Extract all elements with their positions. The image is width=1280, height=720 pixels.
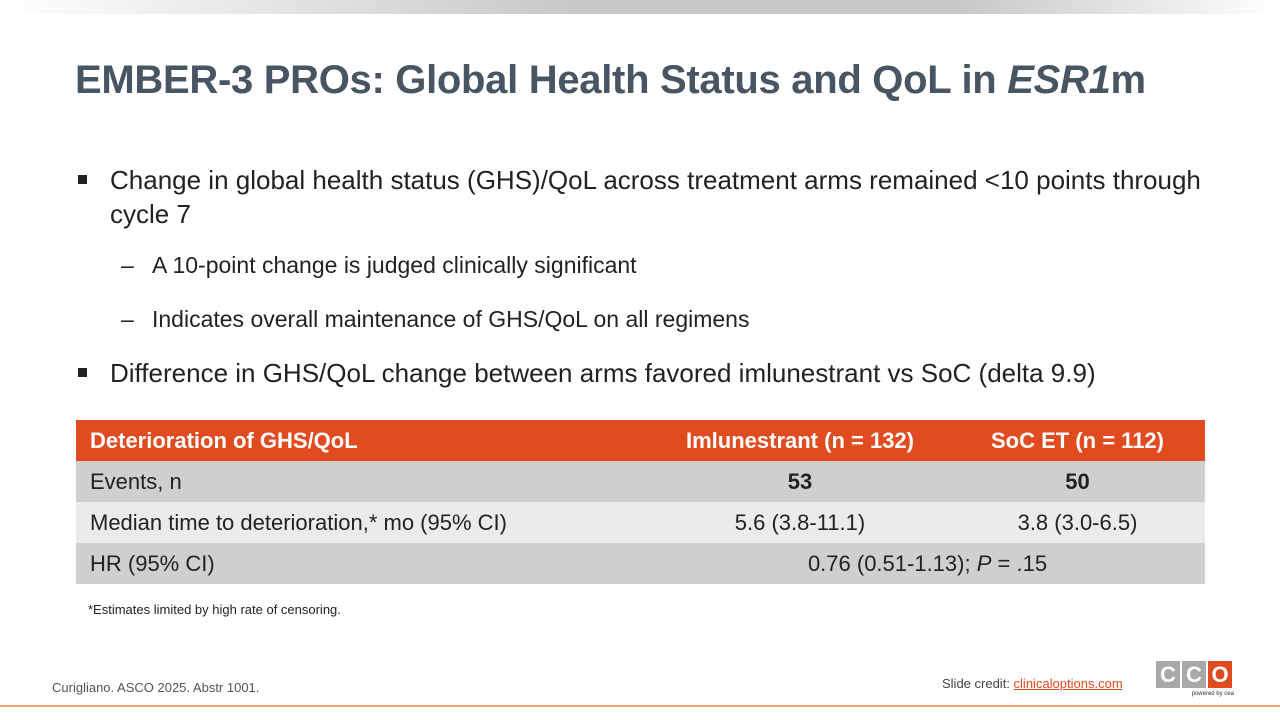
bullet-ghs-change: Change in global health status (GHS)/QoL… [78,163,1238,231]
square-bullet-icon [78,175,87,184]
credit-link[interactable]: clinicaloptions.com [1013,676,1123,691]
logo-letter-o: O [1208,661,1232,688]
footnote: *Estimates limited by high rate of censo… [88,602,341,617]
title-gene-italic: ESR1 [1007,58,1111,102]
bottom-accent-line [0,705,1280,707]
square-bullet-icon [78,368,87,377]
table-header-cell: Deterioration of GHS/QoL [76,420,650,461]
dash-bullet-icon: – [121,306,134,332]
table-row: Events, n 53 50 [76,461,1205,502]
bullet-difference: Difference in GHS/QoL change between arm… [78,356,1238,390]
table-header-row: Deterioration of GHS/QoL Imlunestrant (n… [76,420,1205,461]
logo-letter-c: C [1156,661,1180,688]
table-cell: Median time to deterioration,* mo (95% C… [76,502,650,543]
table-header-cell: Imlunestrant (n = 132) [650,420,950,461]
table-cell: 53 [650,461,950,502]
top-gradient-bar [0,0,1280,14]
citation: Curigliano. ASCO 2025. Abstr 1001. [52,680,260,695]
cco-logo: C C O powered by cea [1156,661,1234,705]
table-cell: HR (95% CI) [76,543,650,584]
table-cell-hr: 0.76 (0.51-1.13); P = .15 [650,543,1205,584]
sub-bullet-clinical-significance: – A 10-point change is judged clinically… [121,252,637,278]
sub-bullet-maintenance: – Indicates overall maintenance of GHS/Q… [121,306,750,332]
logo-letter-c: C [1182,661,1206,688]
bullet-list: Change in global health status (GHS)/QoL… [78,163,1238,390]
table-header-cell: SoC ET (n = 112) [950,420,1205,461]
table-row: HR (95% CI) 0.76 (0.51-1.13); P = .15 [76,543,1205,584]
dash-bullet-icon: – [121,252,134,278]
deterioration-table: Deterioration of GHS/QoL Imlunestrant (n… [76,420,1205,584]
table-cell: Events, n [76,461,650,502]
table-row: Median time to deterioration,* mo (95% C… [76,502,1205,543]
table-cell: 3.8 (3.0-6.5) [950,502,1205,543]
logo-powered-by: powered by cea [1191,691,1234,697]
slide-credit: Slide credit: clinicaloptions.com [942,676,1123,691]
table-cell: 5.6 (3.8-11.1) [650,502,950,543]
slide-title: EMBER-3 PROs: Global Health Status and Q… [75,58,1146,102]
table-cell: 50 [950,461,1205,502]
